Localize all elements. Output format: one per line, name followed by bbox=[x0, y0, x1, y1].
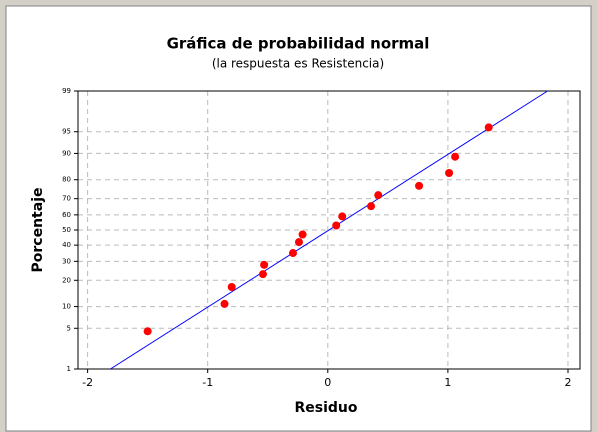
data-point bbox=[298, 230, 307, 239]
x-tick-label: 1 bbox=[444, 376, 451, 389]
y-tick-label: 5 bbox=[67, 324, 71, 332]
plot-frame bbox=[77, 90, 581, 370]
chart-title: Gráfica de probabilidad normal bbox=[167, 35, 430, 53]
chart-panel bbox=[5, 5, 592, 432]
y-tick-label: 95 bbox=[62, 128, 71, 136]
y-tick-label: 40 bbox=[62, 241, 71, 249]
y-tick-label: 99 bbox=[62, 87, 71, 95]
y-tick-label: 90 bbox=[62, 149, 71, 157]
x-axis-label: Residuo bbox=[294, 400, 357, 416]
data-point bbox=[258, 270, 267, 279]
data-point bbox=[260, 260, 269, 269]
data-point bbox=[220, 299, 229, 308]
chart-subtitle: (la respuesta es Resistencia) bbox=[212, 57, 384, 71]
y-tick-label: 10 bbox=[62, 303, 71, 311]
data-point bbox=[338, 212, 347, 221]
y-tick-label: 50 bbox=[62, 226, 71, 234]
fit-line bbox=[110, 90, 548, 370]
data-point bbox=[415, 181, 424, 190]
data-point bbox=[451, 152, 460, 161]
data-point bbox=[374, 191, 383, 200]
y-tick-label: 80 bbox=[62, 176, 71, 184]
x-tick-label: -1 bbox=[202, 376, 213, 389]
data-point bbox=[367, 202, 376, 211]
y-tick-label: 70 bbox=[62, 195, 71, 203]
data-point bbox=[484, 123, 493, 132]
y-axis-label: Porcentaje bbox=[30, 188, 46, 273]
data-point bbox=[288, 249, 297, 258]
x-tick-label: 0 bbox=[324, 376, 331, 389]
data-point bbox=[227, 283, 236, 292]
x-tick-label: -2 bbox=[82, 376, 93, 389]
y-tick-label: 1 bbox=[67, 365, 71, 373]
data-point bbox=[445, 168, 454, 177]
data-point bbox=[143, 327, 152, 336]
y-tick-label: 60 bbox=[62, 211, 71, 219]
x-tick-label: 2 bbox=[564, 376, 571, 389]
data-point bbox=[332, 221, 341, 230]
data-point bbox=[294, 238, 303, 247]
y-tick-label: 30 bbox=[62, 257, 71, 265]
y-tick-label: 20 bbox=[62, 276, 71, 284]
